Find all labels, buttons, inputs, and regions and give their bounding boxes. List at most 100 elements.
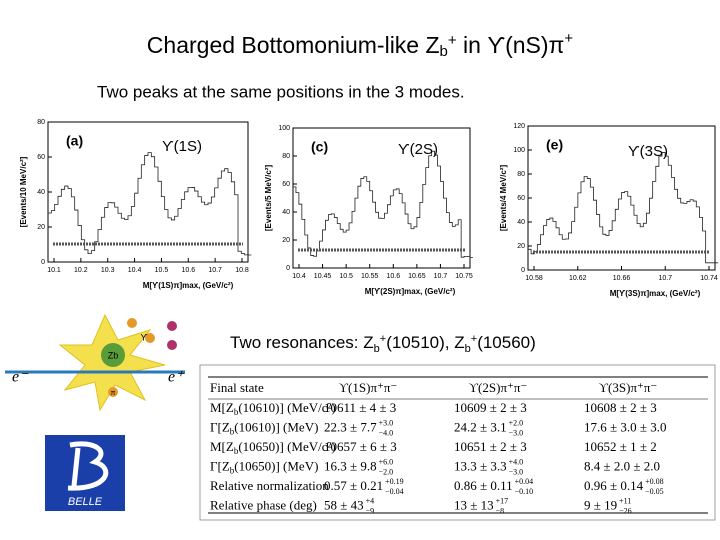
pi: π	[111, 390, 116, 397]
plot: (c) ϒ(2S) 0 20 40 60 80 100 10.4 10.45 10.5 10.55 10…	[264, 125, 473, 296]
x-tick-label: 10.45	[314, 273, 332, 280]
x-tick-label: 10.65	[408, 273, 426, 280]
resonances: Two resonances: Zb+(10510), Zb+(10560)	[230, 333, 536, 355]
x-axis-label: M[ϒ(1S)π]max, (GeV/c²)	[143, 281, 234, 290]
panel-label: (e)	[546, 137, 563, 153]
x-tick-label: 10.3	[101, 267, 115, 274]
x-tick-label: 10.5	[339, 273, 353, 280]
table-cell: 0.96 ± 0.14	[584, 478, 644, 493]
panel-label: (c)	[311, 139, 328, 155]
y-tick-label: 0	[286, 265, 290, 272]
cell-lower: −9	[366, 506, 375, 515]
x-tick-label: 10.74	[700, 275, 718, 282]
table-cell: 9 ± 19	[584, 497, 617, 512]
row-label-sub: b	[234, 407, 239, 417]
y-tick-label: 100	[278, 125, 290, 132]
cell-lower: −4.0	[379, 428, 394, 437]
table-header: ϒ(2S)π⁺π⁻	[469, 380, 528, 395]
y-tick-label: 40	[282, 209, 290, 216]
table-cell: 17.6 ± 3.0 ± 3.0	[584, 419, 667, 434]
cell-upper: +11	[619, 496, 631, 505]
x-tick-label: 10.58	[525, 275, 543, 282]
plot-frame	[292, 127, 471, 269]
table-cell: 0.86 ± 0.11	[454, 478, 513, 493]
cell-lower: −3.0	[509, 428, 524, 437]
row-label: M[Zb(10650)] (MeV/c²)	[210, 439, 336, 456]
cell-upper: +4.0	[509, 457, 524, 466]
y-tick-label: 20	[282, 237, 290, 244]
table-header: Final state	[210, 380, 264, 395]
x-tick-label: 10.8	[235, 267, 249, 274]
table-cell: 8.4 ± 2.0 ± 2.0	[584, 458, 660, 473]
x-tick-label: 10.62	[569, 275, 587, 282]
row-label-part: (10610)] (MeV)	[234, 419, 318, 434]
e-plus: e⁺	[168, 369, 185, 386]
table-cell: 22.3 ± 7.7	[324, 419, 377, 434]
table-cell: 10611 ± 4 ± 3	[324, 400, 396, 415]
title: Charged Bottomonium-like Zb+ in ϒ(nS)π+	[147, 30, 574, 60]
panel-label: (a)	[66, 133, 83, 149]
logo-text: BELLE	[68, 496, 103, 508]
y-axis-label: [Events/4 MeV/c²]	[499, 165, 508, 232]
table-cell: 24.2 ± 3.1	[454, 419, 507, 434]
e-minus: e⁻	[12, 369, 29, 386]
cell-lower: −26	[619, 506, 632, 515]
upsilon: ϒ	[141, 332, 148, 342]
y-tick-label: 0	[521, 267, 525, 274]
y-tick-label: 60	[37, 154, 45, 161]
plot: (a) ϒ(1S) 0 20 40 60 80 10.1 10.2 10.3 10.4 10.5 10.…	[19, 119, 252, 290]
y-tick-label: 80	[282, 153, 290, 160]
x-tick-label: 10.4	[128, 267, 142, 274]
cell-upper: +17	[496, 496, 509, 505]
histogram-outline	[48, 152, 252, 256]
y-tick-label: 20	[517, 243, 525, 250]
y-tick-label: 80	[517, 171, 525, 178]
x-tick-label: 10.4	[292, 273, 306, 280]
y-tick-label: 80	[37, 119, 45, 126]
table-header: ϒ(3S)π⁺π⁻	[599, 380, 658, 395]
row-label: Relative phase (deg)	[210, 497, 317, 512]
x-tick-label: 10.5	[155, 267, 169, 274]
x-tick-label: 10.6	[386, 273, 400, 280]
row-label-part: Relative phase (deg)	[210, 497, 317, 512]
row-label: M[Zb(10610)] (MeV/c²)	[210, 400, 336, 417]
row-label: Γ[Zb(10650)] (MeV)	[210, 458, 318, 475]
table-header: ϒ(1S)π⁺π⁻	[339, 380, 398, 395]
table-cell: 0.57 ± 0.21	[324, 478, 383, 493]
cell-upper: +0.04	[515, 477, 534, 486]
row-label-sub: b	[234, 446, 239, 456]
table-cell: 10652 ± 1 ± 2	[584, 439, 657, 454]
mode-label: ϒ(1S)	[162, 138, 202, 155]
cell-upper: +2.0	[509, 418, 524, 427]
y-tick-label: 40	[517, 219, 525, 226]
y-tick-label: 100	[513, 147, 525, 154]
y-tick-label: 60	[282, 181, 290, 188]
row-label-part: Relative normalization	[210, 478, 329, 493]
row-label-part: (10610)] (MeV/c²)	[238, 400, 335, 415]
table-cell: 10657 ± 6 ± 3	[324, 439, 397, 454]
histogram-outline	[528, 152, 719, 264]
row-label-part: Γ[Z	[210, 419, 230, 434]
logo: BELLE	[45, 435, 125, 511]
histogram-outline	[293, 150, 473, 258]
row-label-sub: b	[230, 427, 235, 437]
y-axis-label: [Events/10 MeV/c²]	[19, 156, 28, 227]
cell-lower: −0.05	[645, 487, 664, 496]
table-cell: 10609 ± 2 ± 3	[454, 400, 527, 415]
x-axis-label: M[ϒ(3S)π]max, (GeV/c²)	[610, 289, 701, 298]
table-cell: 10651 ± 2 ± 3	[454, 439, 527, 454]
x-axis-label: M[ϒ(2S)π]max, (GeV/c²)	[365, 287, 456, 296]
subtitle: Two peaks at the same positions in the 3…	[97, 82, 465, 101]
table-cell: 10608 ± 2 ± 3	[584, 400, 657, 415]
table-cell: 16.3 ± 9.8	[324, 458, 377, 473]
diagram: e⁻ e⁺ Zb ϒ π	[5, 313, 185, 412]
zb: Zb	[108, 350, 119, 360]
x-tick-label: 10.1	[47, 267, 61, 274]
x-tick-label: 10.75	[455, 273, 473, 280]
row-label-part: Γ[Z	[210, 458, 230, 473]
x-tick-label: 10.55	[361, 273, 379, 280]
x-tick-label: 10.2	[74, 267, 88, 274]
table-frame	[199, 364, 716, 521]
mode-label: ϒ(3S)	[628, 143, 668, 160]
